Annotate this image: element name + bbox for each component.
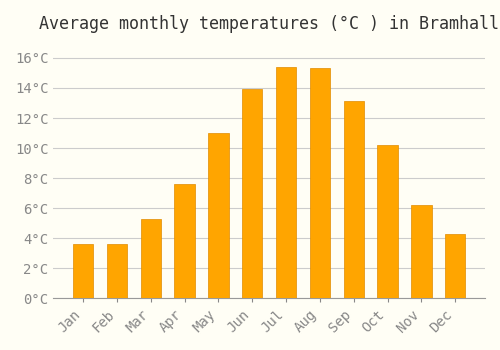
Bar — [378, 145, 398, 298]
Bar — [140, 219, 161, 298]
Bar — [310, 69, 330, 298]
Bar — [445, 234, 466, 298]
Bar — [107, 244, 127, 298]
Bar — [412, 205, 432, 298]
Bar — [276, 67, 296, 298]
Bar — [73, 244, 94, 298]
Bar — [208, 133, 229, 298]
Title: Average monthly temperatures (°C ) in Bramhall: Average monthly temperatures (°C ) in Br… — [39, 15, 499, 33]
Bar — [344, 102, 364, 298]
Bar — [174, 184, 195, 298]
Bar — [242, 90, 262, 298]
